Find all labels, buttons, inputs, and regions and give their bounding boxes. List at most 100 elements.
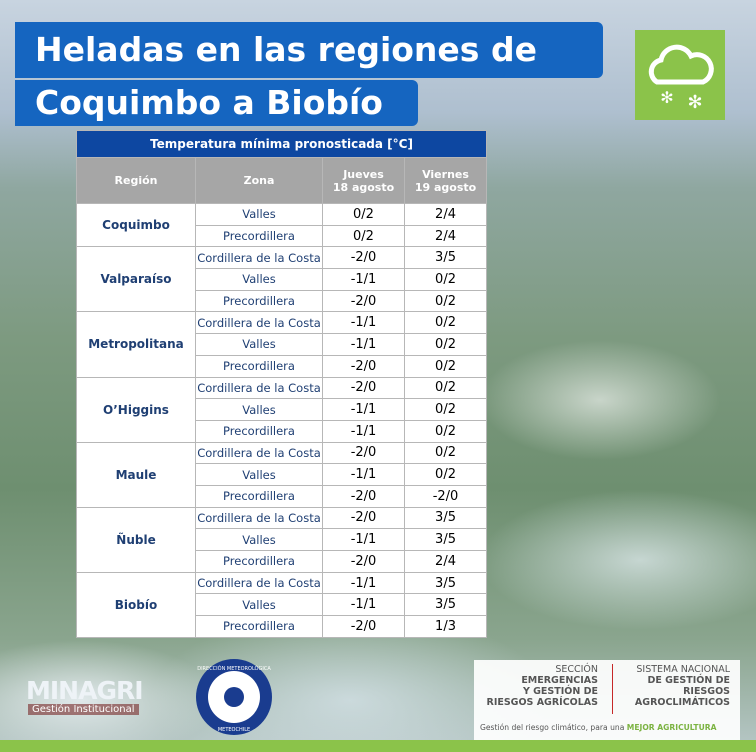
temperature-range: 0/2 (403, 333, 488, 356)
temperature-range: -1/1 (322, 311, 405, 335)
table-row: Valles -1/1 0/2 (77, 463, 488, 486)
column-header: Zona (195, 157, 323, 204)
temperature-range: -2/0 (322, 484, 405, 508)
zone-name: Valles (195, 203, 323, 226)
temperature-range: -2/0 (322, 246, 405, 270)
zone-name: Cordillera de la Costa (195, 311, 323, 335)
temperature-range: 0/2 (403, 354, 488, 378)
system-block: SISTEMA NACIONAL DE GESTIÓN DE RIESGOS AGRO… (618, 664, 730, 708)
temperature-range: 0/2 (403, 311, 488, 335)
forecast-table: Temperatura mínima pronosticada [°C] Regi… (75, 130, 488, 638)
zone-name: Valles (195, 268, 323, 291)
temperature-range: 0/2 (322, 203, 405, 226)
table-row: Precordillera -2/0 -2/0 (77, 484, 488, 508)
footer-line: SECCIÓN (555, 664, 598, 675)
tagline: Gestión del riesgo climático, para una M… (480, 723, 736, 732)
zone-name: Valles (195, 593, 323, 617)
zone-name: Valles (195, 528, 323, 551)
temperature-range: -1/1 (322, 571, 405, 595)
temperature-range: -1/1 (322, 593, 405, 617)
temperature-range: 0/2 (403, 376, 488, 400)
temperature-range: -2/0 (322, 354, 405, 378)
temperature-range: -2/0 (322, 550, 405, 573)
zone-name: Valles (195, 398, 323, 421)
temperature-range: 2/4 (403, 224, 488, 248)
temperature-range: 0/2 (322, 224, 405, 248)
column-header-line: Viernes (422, 167, 469, 181)
tagline-text: Gestión del riesgo climático, para una (480, 723, 627, 732)
minagri-logo: MINAGRI (26, 676, 144, 705)
region-name: Valparaíso (76, 246, 196, 313)
temperature-range: 0/2 (403, 463, 488, 486)
column-header: Región (76, 157, 196, 204)
column-header-line: Jueves (343, 167, 384, 181)
region-name: Coquimbo (76, 202, 196, 248)
table-row: Valles -1/1 0/2 (77, 398, 488, 421)
temperature-range: -2/0 (403, 484, 488, 508)
title-line: Heladas en las regiones de (15, 22, 603, 78)
table-row: Biobío Cordillera de la Costa -1/1 3/5 (76, 571, 488, 638)
zone-name: Valles (195, 333, 323, 356)
temperature-range: -1/1 (322, 268, 405, 291)
temperature-range: -1/1 (322, 398, 405, 421)
zone-name: Cordillera de la Costa (195, 246, 323, 270)
footer-line: EMERGENCIAS (521, 675, 598, 686)
footer-line: SISTEMA NACIONAL (636, 664, 730, 675)
tagline-strong: MEJOR AGRICULTURA (626, 723, 717, 732)
svg-text:✻: ✻ (660, 88, 673, 107)
temperature-range: -2/0 (322, 615, 405, 638)
meteo-text: DIRECCIÓN METEOROLÓGICA (197, 665, 271, 672)
table-row: Valparaíso Cordillera de la Costa -2/0 3/5 (76, 246, 488, 313)
temperature-range: 2/4 (403, 550, 488, 573)
temperature-range: 3/5 (403, 246, 488, 270)
temperature-range: -1/1 (322, 463, 405, 486)
table-row: Precordillera -2/0 0/2 (77, 289, 488, 313)
table-row: Precordillera -1/1 0/2 (77, 419, 488, 443)
column-header: Viernes 19 agosto (403, 157, 488, 204)
meteo-text: METEOCHILE (218, 727, 250, 733)
table-row: O’Higgins Cordillera de la Costa -2/0 0/2 (76, 376, 488, 443)
temperature-range: 3/5 (403, 571, 488, 595)
table-row: Precordillera 0/2 2/4 (77, 224, 488, 248)
zone-name: Cordillera de la Costa (195, 441, 323, 465)
table-row: Coquimbo Valles 0/2 2/4 (76, 202, 488, 248)
region-name: Metropolitana (76, 311, 196, 378)
temperature-range: 3/5 (403, 506, 488, 530)
zone-name: Precordillera (195, 484, 323, 508)
zone-name: Precordillera (195, 289, 323, 313)
temperature-range: 2/4 (403, 203, 488, 226)
region-name: Maule (76, 441, 196, 508)
temperature-range: 3/5 (403, 593, 488, 617)
section-block: SECCIÓN EMERGENCIAS Y GESTIÓN DE RIESGOS AG… (480, 664, 599, 708)
footer-line: RIESGOS (683, 686, 730, 697)
column-header: Jueves 18 agosto (322, 157, 405, 204)
table-row: Precordillera -2/0 0/2 (77, 354, 488, 378)
temperature-range: 0/2 (403, 289, 488, 313)
minagri-subtitle: Gestión Institucional (28, 704, 139, 715)
footer-line: Y GESTIÓN DE (522, 686, 598, 697)
zone-name: Valles (195, 463, 323, 486)
table-row: Valles -1/1 3/5 (77, 593, 488, 617)
title-line: Coquimbo a Biobío (15, 80, 418, 126)
temperature-range: 0/2 (403, 268, 488, 291)
temperature-range: 0/2 (403, 398, 488, 421)
zone-name: Precordillera (195, 550, 323, 573)
column-header-line: Zona (243, 174, 275, 187)
zone-name: Cordillera de la Costa (195, 506, 323, 530)
zone-name: Precordillera (195, 419, 323, 443)
temperature-range: 0/2 (403, 419, 488, 443)
temperature-range: -1/1 (322, 419, 405, 443)
zone-name: Cordillera de la Costa (195, 376, 323, 400)
meteo-logo: DIRECCIÓN METEOROLÓGICA METEOCHILE (196, 659, 272, 735)
temperature-range: -2/0 (322, 506, 405, 530)
table-row: Ñuble Cordillera de la Costa -2/0 3/5 (76, 506, 488, 573)
svg-text:✻: ✻ (687, 92, 702, 113)
temperature-range: -1/1 (322, 528, 405, 551)
zone-name: Cordillera de la Costa (195, 571, 323, 595)
header-row: Región Zona Jueves 18 agosto Viernes 19 agost… (76, 157, 488, 204)
footer-bar (0, 740, 756, 752)
region-name: Ñuble (76, 506, 196, 573)
temperature-range: -2/0 (322, 289, 405, 313)
column-header-line: Región (114, 174, 158, 187)
temperature-range: 0/2 (403, 441, 488, 465)
